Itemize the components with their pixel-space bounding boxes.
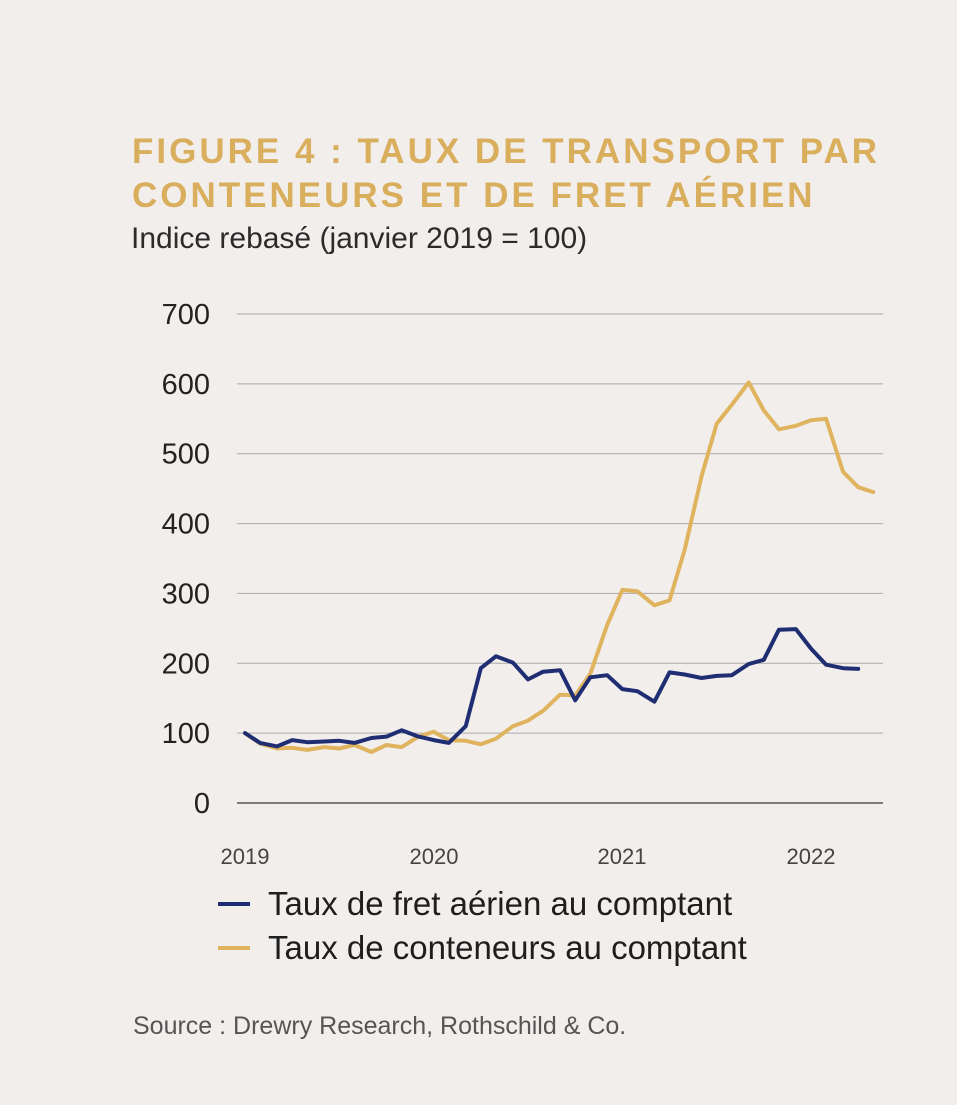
legend-label-container: Taux de conteneurs au comptant bbox=[268, 929, 747, 966]
legend-item-air-freight: Taux de fret aérien au comptant bbox=[218, 882, 747, 926]
x-axis-ticks: 2019 2020 2021 2022 bbox=[221, 844, 836, 869]
y-tick-label-200: 200 bbox=[162, 648, 210, 680]
grid-lines bbox=[237, 313, 883, 804]
series-lines bbox=[243, 380, 876, 754]
y-tick-label-100: 100 bbox=[162, 718, 210, 750]
y-tick-label-300: 300 bbox=[162, 578, 210, 610]
line-chart: 0 100 200 300 400 500 600 700 2019 2020 2021 2022 bbox=[162, 299, 883, 869]
y-tick-label-500: 500 bbox=[162, 439, 210, 471]
y-tick-label-0: 0 bbox=[194, 788, 210, 820]
legend: Taux de fret aérien au comptant Taux de … bbox=[218, 882, 747, 970]
x-tick-label-2021: 2021 bbox=[598, 844, 647, 869]
chart-subtitle: Indice rebasé (janvier 2019 = 100) bbox=[131, 222, 588, 255]
series-line-container bbox=[243, 380, 876, 754]
y-axis-ticks: 0 100 200 300 400 500 600 700 bbox=[162, 299, 210, 820]
legend-swatch-container bbox=[218, 946, 250, 950]
legend-swatch-air-freight bbox=[218, 902, 250, 906]
source-note: Source : Drewry Research, Rothschild & C… bbox=[133, 1012, 627, 1040]
legend-item-container: Taux de conteneurs au comptant bbox=[218, 926, 747, 970]
y-tick-label-400: 400 bbox=[162, 509, 210, 541]
x-tick-label-2022: 2022 bbox=[787, 844, 836, 869]
chart-title: FIGURE 4 : TAUX DE TRANSPORT PAR CONTENE… bbox=[132, 132, 881, 215]
series-line-air-freight bbox=[243, 627, 861, 749]
legend-label-air-freight: Taux de fret aérien au comptant bbox=[268, 885, 733, 922]
x-tick-label-2020: 2020 bbox=[410, 844, 459, 869]
y-tick-label-700: 700 bbox=[162, 299, 210, 331]
y-tick-label-600: 600 bbox=[162, 369, 210, 401]
x-tick-label-2019: 2019 bbox=[221, 844, 270, 869]
